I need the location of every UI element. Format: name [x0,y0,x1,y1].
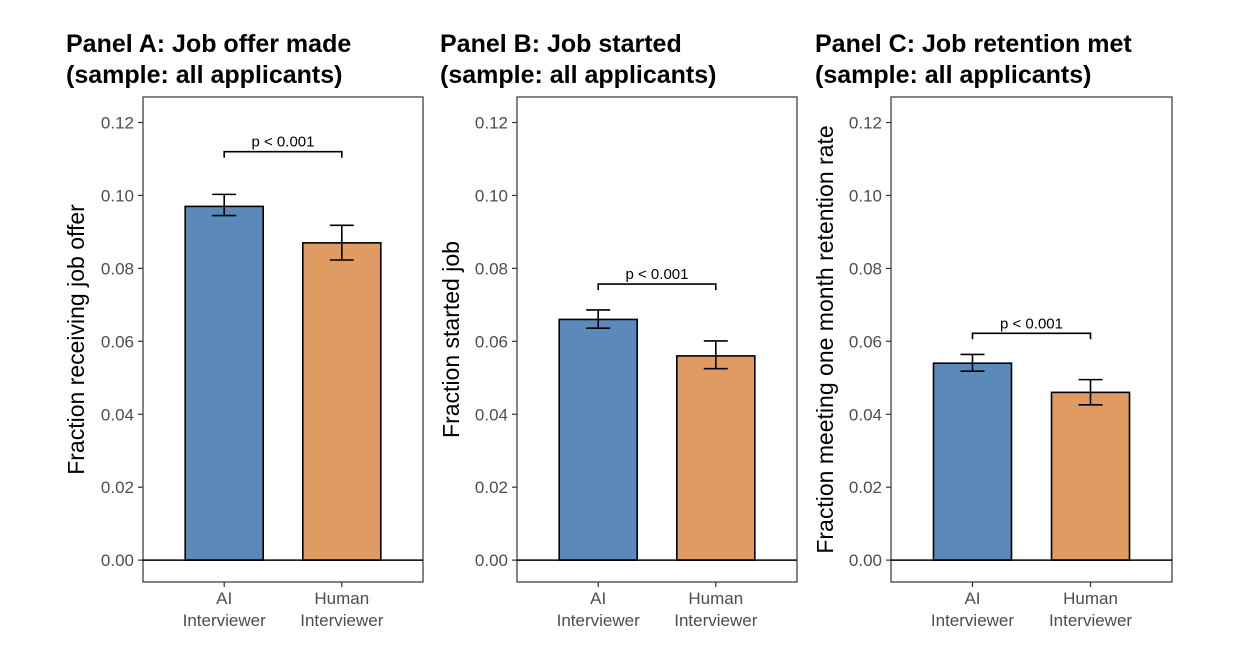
y-axis-label: Fraction started job [438,241,464,438]
panel-title-line-2: (sample: all applicants) [66,61,342,89]
y-tick-label: 0.04 [475,405,508,424]
y-tick-label: 0.06 [849,332,882,351]
y-tick-label: 0.08 [475,259,508,278]
significance-bracket [597,283,717,291]
p-value-label: p < 0.001 [252,134,315,151]
chart-panel-3: Panel C: Job retention met (sample: all a… [812,30,1173,630]
x-category-label: Interviewer [931,611,1014,630]
x-category-label: Interviewer [300,611,383,630]
y-tick-label: 0.08 [101,259,134,278]
error-bar [212,193,237,217]
x-category-label: Interviewer [1049,611,1132,630]
y-tick-label: 0.12 [101,114,134,133]
panel-title-line-2: (sample: all applicants) [815,61,1091,89]
y-tick-label: 0.04 [849,405,882,424]
plot-frame [890,96,1173,583]
y-tick-label: 0.08 [849,259,882,278]
y-tick-label: 0.02 [475,478,508,497]
bar-ai [932,362,1013,561]
error-bar [329,224,354,261]
plot-frame [142,96,424,583]
y-tick-label: 0.02 [849,478,882,497]
y-axis-label: Fraction receiving job offer [63,204,89,475]
x-category-label: AI [964,589,980,608]
plot-frame [516,96,798,583]
bar-ai [558,318,639,561]
chart-panel-2: Panel B: Job started (sample: all applica… [438,30,798,630]
x-category-label: AI [216,589,232,608]
x-category-label: Interviewer [183,611,266,630]
x-category-label: AI [590,589,606,608]
panel-title-line-1: Panel A: Job offer made [66,30,351,58]
y-tick-label: 0.10 [849,186,882,205]
x-category-label: Human [688,589,743,608]
x-category-label: Human [1063,589,1118,608]
error-bar [1078,378,1103,406]
bar-human [675,355,756,561]
panel-title-line-1: Panel B: Job started [440,30,682,58]
y-tick-label: 0.12 [849,114,882,133]
x-category-label: Human [314,589,369,608]
y-tick-label: 0.10 [101,186,134,205]
y-tick-label: 0.00 [101,551,134,570]
y-tick-label: 0.06 [101,332,134,351]
error-bar [703,340,728,370]
bar-human [301,242,382,561]
y-tick-label: 0.04 [101,405,134,424]
p-value-label: p < 0.001 [1000,315,1063,332]
bar-ai [184,205,264,561]
y-tick-label: 0.06 [475,332,508,351]
panel-title-line-2: (sample: all applicants) [440,61,716,89]
p-value-label: p < 0.001 [626,266,689,283]
y-tick-label: 0.00 [849,551,882,570]
y-axis-label: Fraction meeting one month retention rat… [812,125,838,553]
y-tick-label: 0.10 [475,186,508,205]
y-tick-label: 0.00 [475,551,508,570]
significance-bracket [971,332,1092,340]
y-tick-label: 0.12 [475,114,508,133]
x-category-label: Interviewer [674,611,757,630]
y-tick-label: 0.02 [101,478,134,497]
bar-human [1050,391,1131,561]
significance-bracket [223,150,343,158]
chart-panel-1: Panel A: Job offer made (sample: all appl… [63,30,424,630]
x-category-label: Interviewer [557,611,640,630]
panel-title-line-1: Panel C: Job retention met [815,30,1132,58]
error-bar [960,353,985,373]
error-bar [586,309,611,329]
